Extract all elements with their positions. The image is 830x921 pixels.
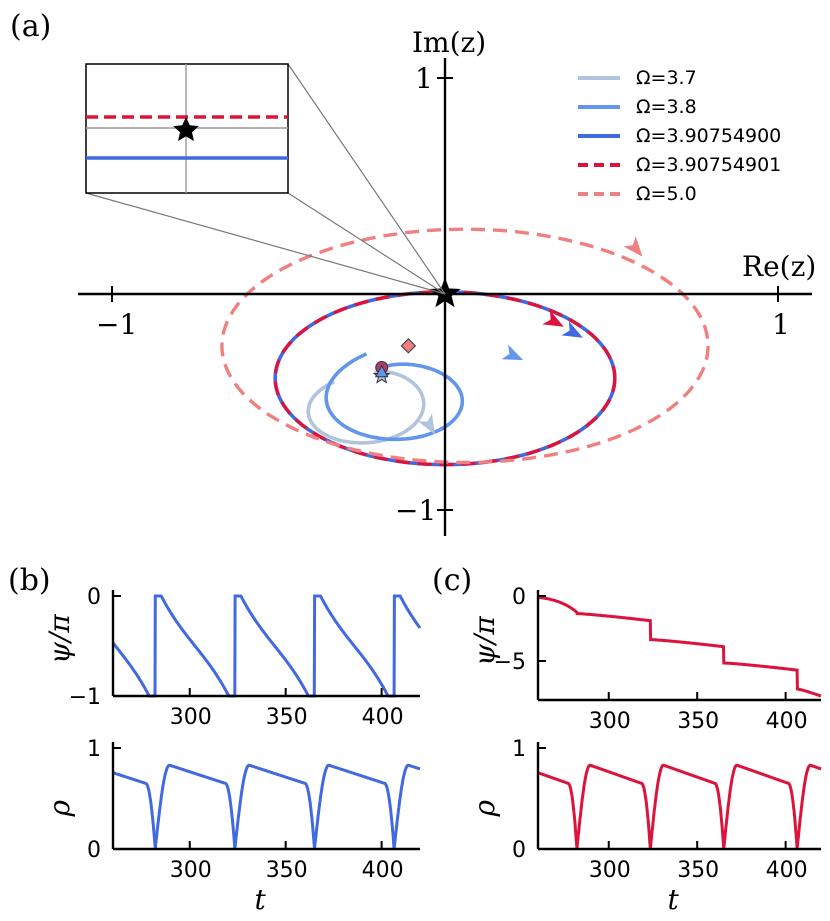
a-xtick-label: 1 xyxy=(772,308,790,341)
panel-b-bottom-xtick-label: 400 xyxy=(362,858,404,883)
panel-a-complex-plane: −1 1 1 −1 Re(z) Im(z) Ω=3.7 Ω=3.8 Ω=3.9075490… xyxy=(78,26,816,536)
inset-connector-left xyxy=(85,192,446,295)
panel-b-bottom-xtick-label: 300 xyxy=(170,858,212,883)
panel-c-top-xtick-label: 300 xyxy=(589,709,631,734)
panel-b-top-ytick-label: 0 xyxy=(87,585,101,610)
legend-label: Ω=5.0 xyxy=(636,183,697,205)
panel-c-top-xtick-label: 400 xyxy=(766,709,808,734)
a-ytick-label: 1 xyxy=(415,62,433,95)
panel-c-top-ylabel: ψ/π xyxy=(468,616,501,666)
panel-b-bottom-ytick-label: 1 xyxy=(87,737,101,762)
panel-c-bottom-ylabel: ρ xyxy=(468,800,501,818)
arrow-omega-3-90754900 xyxy=(561,321,583,338)
panel-b-bottom-xlabel: t xyxy=(255,883,267,916)
curve-3-90754901 xyxy=(273,290,617,467)
panel-c-top-ytick-label: 0 xyxy=(512,585,526,610)
fixed-point-diamond xyxy=(400,338,417,354)
legend-label: Ω=3.90754901 xyxy=(636,154,781,176)
panel-b-top-xtick-label: 350 xyxy=(266,705,308,730)
panel-label-b: (b) xyxy=(8,563,51,598)
panel-b-bottom-series-line xyxy=(112,763,421,849)
fixed-point-star-origin xyxy=(429,277,461,308)
panel-c-bottom-xtick-label: 400 xyxy=(766,858,808,883)
panel-b-top-xtick-label: 300 xyxy=(170,705,212,730)
inset-connector-top xyxy=(287,63,446,295)
panel-b-top-ylabel: ψ/π xyxy=(43,614,76,664)
panel-c-top-xtick-label: 350 xyxy=(677,709,719,734)
panel-c-bottom: 300 350 400 1 0 ρ t xyxy=(468,737,822,916)
panel-b-bottom: 300 350 400 1 0 ρ t xyxy=(43,737,421,916)
panel-b-top: 300 350 400 0 −1 ψ/π xyxy=(43,585,422,730)
panel-b-bottom-ylabel: ρ xyxy=(43,800,76,818)
curve-3-8 xyxy=(324,352,465,442)
panel-c-bottom-xtick-label: 350 xyxy=(677,858,719,883)
panel-c-bottom-ytick-label: 0 xyxy=(512,838,526,863)
inset-connector-bottom xyxy=(287,192,446,295)
panel-b-top-ytick-label: −1 xyxy=(69,685,101,710)
panel-b-bottom-ytick-label: 0 xyxy=(87,838,101,863)
a-xlabel: Re(z) xyxy=(742,250,816,283)
curve-5-0 xyxy=(220,227,710,465)
panel-c-bottom-ytick-label: 1 xyxy=(512,737,526,762)
a-ytick-label: −1 xyxy=(395,494,436,527)
a-xtick-label: −1 xyxy=(96,308,137,341)
arrow-omega-5-0 xyxy=(623,236,643,257)
panel-b-top-xtick-label: 400 xyxy=(362,705,404,730)
arrow-omega-3-8 xyxy=(501,344,524,361)
panel-c-top: 300 350 400 0 −5ψ/π xyxy=(468,585,822,734)
panel-b-top-series-line xyxy=(111,594,422,698)
panel-c-top-series-line xyxy=(537,595,822,698)
panel-c-bottom-xtick-label: 300 xyxy=(589,858,631,883)
panel-c-top-ytick-label: −5 xyxy=(494,650,526,675)
panel-c-bottom-xlabel: t xyxy=(668,883,680,916)
panel-c-bottom-series-line xyxy=(537,763,822,849)
panel-label-c: (c) xyxy=(432,563,472,598)
fixed-point-triangle xyxy=(374,364,389,378)
inset-fixed-point-star xyxy=(173,117,199,141)
a-ylabel: Im(z) xyxy=(412,26,486,59)
legend-label: Ω=3.8 xyxy=(636,96,697,118)
legend: Ω=3.7 Ω=3.8 Ω=3.90754900 Ω=3.90754901 Ω=5.0 xyxy=(578,67,781,205)
curve-3-7 xyxy=(306,370,426,445)
arrow-omega-3-90754901 xyxy=(542,310,564,327)
panel-b-bottom-xtick-label: 350 xyxy=(266,858,308,883)
arrow-omega-3-7 xyxy=(418,413,435,435)
panel-label-a: (a) xyxy=(10,9,51,44)
inset-zoom xyxy=(85,63,446,295)
legend-label: Ω=3.7 xyxy=(636,67,697,89)
legend-label: Ω=3.90754900 xyxy=(636,125,781,147)
